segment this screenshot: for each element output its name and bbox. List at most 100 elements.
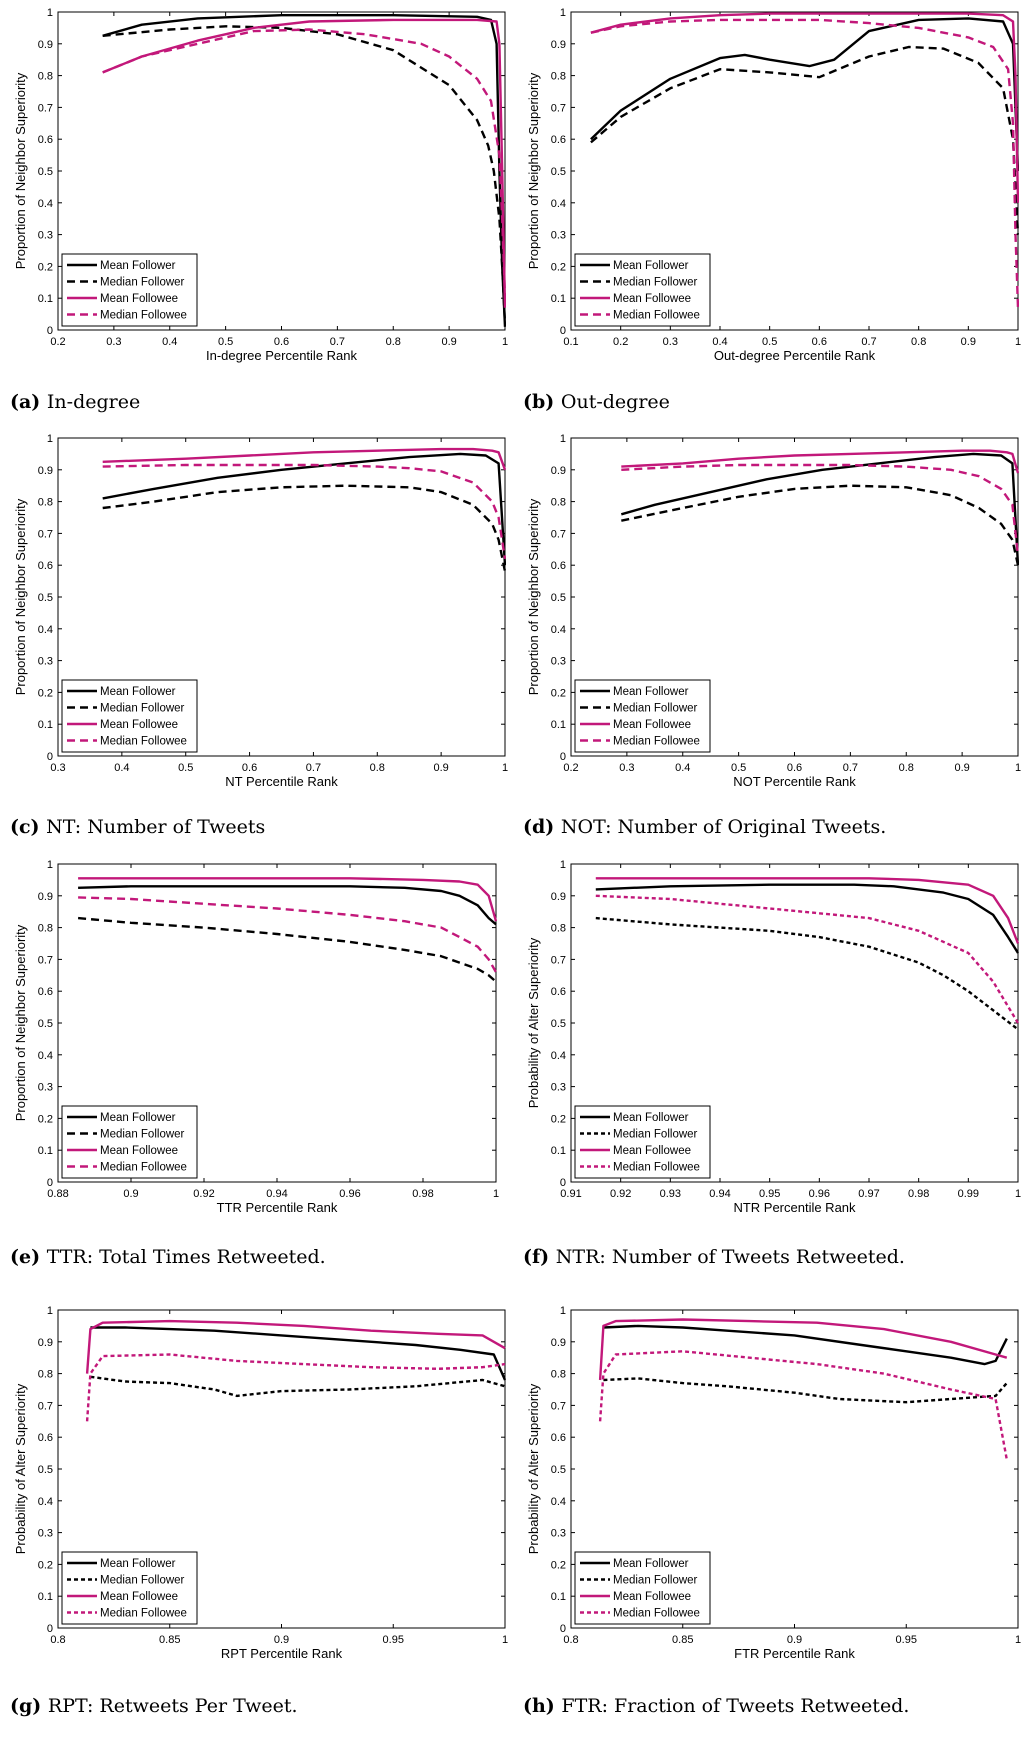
x-tick-label: 1 [502, 762, 508, 774]
x-tick-label: 0.98 [908, 1188, 929, 1200]
subfigure-title: RPT: Retweets Per Tweet. [48, 1695, 298, 1717]
y-tick-label: 0.6 [551, 560, 566, 572]
y-tick-label: 0.1 [38, 293, 53, 305]
series-line-median-follower [595, 916, 1019, 1031]
y-tick-label: 0.7 [551, 954, 566, 966]
y-tick-label: 0.5 [551, 1464, 566, 1476]
x-axis-label: NTR Percentile Rank [733, 1200, 856, 1215]
y-tick-label: 0.9 [551, 465, 566, 477]
y-tick-label: 0.6 [551, 1432, 566, 1444]
x-tick-label: 0.9 [123, 1188, 138, 1200]
chart-panel-a: 0.2 0.3 0.4 0.5 0.6 0.7 0.8 0.9 1 0 0.1 0.2 0.3 0.4 0.… [10, 7, 508, 413]
y-tick-label: 0.5 [38, 166, 53, 178]
x-tick-label: 0.94 [709, 1188, 730, 1200]
y-tick-label: 0.7 [551, 528, 566, 540]
legend-entry-label: Median Followee [613, 310, 700, 322]
y-tick-label: 1 [47, 433, 53, 445]
y-tick-label: 0.3 [551, 656, 566, 668]
y-tick-label: 0.3 [38, 656, 53, 668]
y-tick-label: 0.4 [38, 198, 53, 210]
x-tick-label: 0.5 [218, 336, 233, 348]
y-tick-label: 1 [47, 7, 53, 19]
y-tick-label: 0.6 [38, 986, 53, 998]
legend-entry-label: Median Follower [613, 703, 698, 715]
y-tick-label: 0.8 [38, 71, 53, 83]
series-line-median-followee [102, 463, 506, 559]
legend-entry-label: Median Followee [100, 736, 187, 748]
y-axis-label: Proportion of Neighbor Superiority [13, 498, 28, 695]
chart-panel-h: 0.8 0.85 0.9 0.95 1 0 0.1 0.2 0.3 0.4 0.5 0.6 0.7 0.8… [523, 1305, 1021, 1717]
y-tick-label: 0.6 [38, 134, 53, 146]
legend-entry-label: Mean Followee [613, 1145, 691, 1157]
y-tick-label: 0.1 [38, 1591, 53, 1603]
chart-panel-b: 0.1 0.2 0.3 0.4 0.5 0.6 0.7 0.8 0.9 100.10.20.30.… [523, 7, 1021, 413]
x-tick-label: 0.92 [193, 1188, 214, 1200]
legend-entry-label: Median Follower [100, 703, 185, 715]
series-line-median-followee [590, 18, 1019, 308]
x-tick-label: 0.8 [911, 336, 926, 348]
legend-entry-label: Median Followee [100, 1162, 187, 1174]
x-axis-label: FTR Percentile Rank [734, 1646, 855, 1661]
y-tick-label: 1 [560, 433, 566, 445]
series-line-mean-followee [595, 877, 1019, 944]
legend-entry-label: Mean Follower [100, 260, 176, 272]
x-tick-label: 0.7 [861, 336, 876, 348]
x-tick-label: 0.9 [961, 336, 976, 348]
chart-panel-d: 0.2 0.3 0.4 0.5 0.6 0.7 0.8 0.9 1 0 0.1 0.2 0.3 0.4 0.… [523, 433, 1021, 838]
x-tick-label: 0.7 [306, 762, 321, 774]
series-line-mean-followee [102, 447, 506, 471]
y-tick-label: 1 [47, 859, 53, 871]
subfigure-title: NOT: Number of Original Tweets. [561, 816, 886, 838]
subfigure-letter: (c) [10, 816, 46, 838]
series-line-mean-followee [590, 12, 1019, 203]
legend: Mean Follower Median Follower Mean Followe… [61, 1551, 198, 1625]
x-tick-label: 0.8 [386, 336, 401, 348]
x-tick-label: 0.7 [330, 336, 345, 348]
y-tick-label: 0.9 [38, 1337, 53, 1349]
x-tick-label: 0.2 [50, 336, 65, 348]
legend: Mean Follower Median Follower Mean Followe… [61, 679, 198, 753]
x-tick-label: 0.4 [712, 336, 727, 348]
y-tick-label: 0 [47, 1623, 53, 1635]
legend: Mean Follower Median Follower Mean Followe… [574, 1105, 711, 1179]
y-tick-label: 0.9 [38, 39, 53, 51]
series-line-median-follower [90, 1375, 506, 1398]
x-tick-label: 0.5 [762, 336, 777, 348]
y-tick-label: 0.6 [551, 134, 566, 146]
x-tick-label: 0.2 [563, 762, 578, 774]
x-tick-label: 0.2 [613, 336, 628, 348]
y-tick-label: 1 [47, 1305, 53, 1317]
legend-entry-label: Median Follower [613, 1575, 698, 1587]
subfigure-title: In-degree [47, 391, 140, 413]
y-tick-label: 0.3 [551, 230, 566, 242]
legend-entry-label: Mean Followee [613, 1591, 691, 1603]
legend-entry-label: Mean Followee [613, 719, 691, 731]
chart-panel-e: 0.88 0.9 0.92 0.94 0.96 0.98 1 0 0.1 0.2 0.3 0.4 0.5… [10, 859, 499, 1268]
x-tick-label: 0.91 [560, 1188, 581, 1200]
x-tick-label: 0.4 [675, 762, 690, 774]
series-line-mean-follower [78, 885, 497, 926]
subfigure-caption: (d) NOT: Number of Original Tweets. [523, 816, 886, 838]
y-tick-label: 1 [560, 7, 566, 19]
legend-entry-label: Mean Follower [613, 260, 689, 272]
y-tick-label: 0.8 [38, 1369, 53, 1381]
series-line-mean-followee [621, 449, 1019, 474]
y-tick-label: 0.5 [38, 592, 53, 604]
subfigure-title: NT: Number of Tweets [46, 816, 265, 838]
series-line-median-follower [590, 45, 1019, 235]
series-line-mean-followee [102, 18, 506, 308]
x-tick-label: 0.6 [274, 336, 289, 348]
x-tick-label: 0.93 [660, 1188, 681, 1200]
y-tick-label: 0.3 [38, 1082, 53, 1094]
x-tick-label: 1 [1015, 1188, 1021, 1200]
legend-entry-label: Median Follower [100, 277, 185, 289]
y-tick-label: 0.6 [551, 986, 566, 998]
series-line-mean-follower [590, 17, 1019, 172]
x-tick-label: 0.3 [663, 336, 678, 348]
y-axis-label: Proportion of Neighbor Superiority [526, 498, 541, 695]
y-tick-label: 0 [560, 325, 566, 337]
x-tick-label: 0.85 [672, 1634, 693, 1646]
y-tick-label: 0.7 [38, 954, 53, 966]
y-tick-label: 0.5 [551, 1018, 566, 1030]
